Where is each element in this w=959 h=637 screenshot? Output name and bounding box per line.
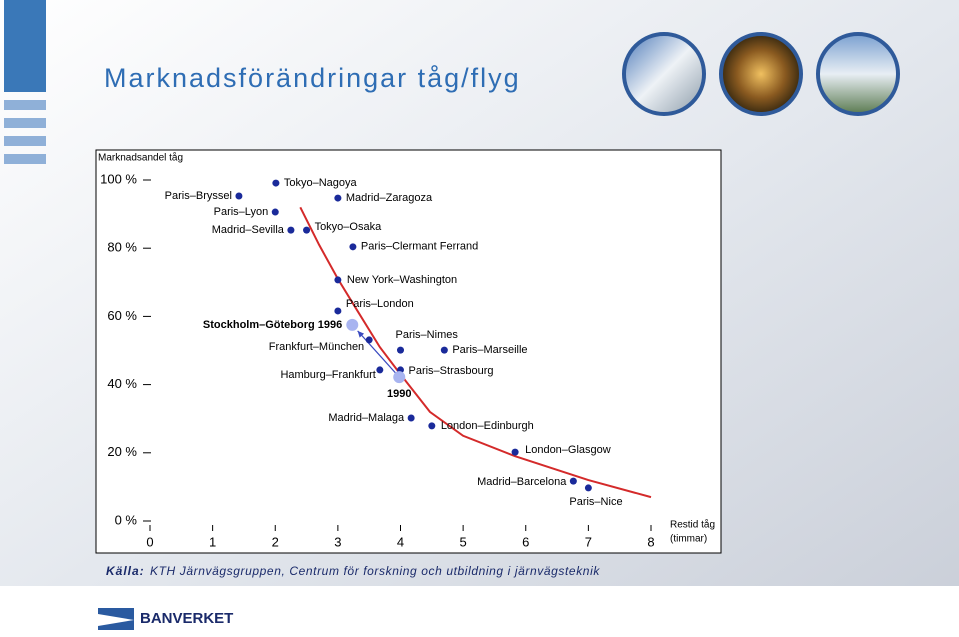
point bbox=[349, 243, 357, 251]
y-tick-label: 0 % bbox=[115, 512, 138, 527]
x-tick-label: 2 bbox=[272, 534, 279, 549]
point bbox=[365, 336, 373, 344]
plot: Marknadsandel tåg 0 % 20 % 40 % 60 % 80 % 100 … bbox=[98, 152, 715, 550]
highlight-point bbox=[393, 371, 406, 384]
point bbox=[407, 414, 415, 422]
point bbox=[569, 477, 577, 485]
arrow-head bbox=[357, 330, 365, 338]
x-axis-label: Restid tåg bbox=[670, 519, 715, 531]
chart-frame bbox=[95, 149, 722, 554]
point bbox=[397, 346, 404, 354]
logo-text: BANVERKET bbox=[140, 610, 233, 627]
y-tick-label: 80 % bbox=[107, 240, 137, 255]
point-label: Madrid–Barcelona bbox=[477, 476, 567, 488]
slide-title: Marknadsförändringar tåg/flyg bbox=[104, 63, 521, 93]
x-tick-label: 4 bbox=[397, 534, 404, 549]
point bbox=[272, 179, 280, 187]
x-axis-unit: (timmar) bbox=[670, 534, 707, 545]
x-tick-label: 7 bbox=[585, 534, 592, 549]
x-tick-label: 6 bbox=[522, 534, 529, 549]
point-label: Paris–Nice bbox=[569, 496, 622, 508]
x-tick-label: 1 bbox=[209, 534, 216, 549]
point-label: Paris–Clermant Ferrand bbox=[361, 241, 478, 253]
point bbox=[334, 276, 342, 284]
point bbox=[376, 366, 384, 374]
photos bbox=[622, 32, 900, 116]
source-text: KTH Järnvägsgruppen, Centrum för forskni… bbox=[150, 564, 600, 578]
point-label: Frankfurt–München bbox=[269, 341, 364, 353]
point-label: Tokyo–Nagoya bbox=[284, 177, 358, 189]
y-axis-label: Marknadsandel tåg bbox=[98, 152, 183, 164]
point-label: Paris–London bbox=[346, 298, 414, 310]
point-label: London–Glasgow bbox=[525, 444, 611, 456]
point bbox=[334, 307, 342, 315]
point bbox=[440, 346, 448, 354]
point bbox=[271, 208, 279, 216]
point-label: Madrid–Malaga bbox=[328, 412, 405, 424]
y-tick-label: 40 % bbox=[107, 376, 137, 391]
y-tick-label: 100 % bbox=[100, 171, 137, 186]
x-tick-label: 3 bbox=[334, 534, 341, 549]
source-label: Källa: bbox=[106, 564, 145, 578]
point bbox=[511, 448, 519, 456]
point-label: Paris–Marseille bbox=[452, 344, 527, 356]
point bbox=[428, 422, 436, 430]
point-label: Tokyo–Osaka bbox=[315, 221, 383, 233]
point bbox=[235, 192, 243, 200]
point-label: New York–Washington bbox=[347, 274, 457, 286]
highlight-label: Stockholm–Göteborg 1996 bbox=[203, 319, 342, 331]
highlight-point bbox=[346, 318, 359, 331]
point bbox=[303, 226, 311, 234]
x-tick-label: 0 bbox=[146, 534, 153, 549]
point-label: Paris–Strasbourg bbox=[409, 365, 494, 377]
point-label: Madrid–Sevilla bbox=[212, 224, 285, 236]
y-tick-label: 60 % bbox=[107, 308, 137, 323]
point-label: Paris–Lyon bbox=[214, 206, 269, 218]
point bbox=[334, 194, 342, 202]
footer-band bbox=[0, 586, 959, 632]
point-label: Madrid–Zaragoza bbox=[346, 192, 433, 204]
side-bar bbox=[4, 0, 46, 164]
point-label: Paris–Bryssel bbox=[165, 190, 232, 202]
point-label: Hamburg–Frankfurt bbox=[280, 369, 375, 381]
point-label: London–Edinburgh bbox=[441, 420, 534, 432]
y-tick-label: 20 % bbox=[107, 444, 137, 459]
point bbox=[287, 226, 295, 234]
x-tick-label: 5 bbox=[460, 534, 467, 549]
point-label: Paris–Nimes bbox=[396, 329, 459, 341]
highlight-label: 1990 bbox=[387, 388, 411, 400]
point bbox=[584, 484, 592, 492]
x-tick-label: 8 bbox=[647, 534, 654, 549]
logo-mark bbox=[98, 608, 134, 630]
arrow-shaft bbox=[357, 330, 400, 378]
